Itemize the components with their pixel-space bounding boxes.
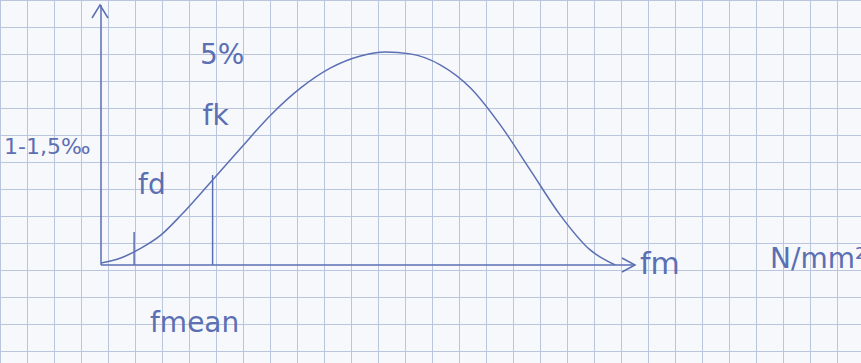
html-text:1-1,5‰: 1-1,5‰ — [4, 134, 91, 159]
html-text:5%: 5% — [200, 38, 245, 71]
svg-text:fd: fd — [138, 168, 166, 201]
html-text:fmean: fmean — [150, 306, 240, 339]
html-text:fm: fm — [640, 246, 680, 281]
svg-text:fk: fk — [203, 99, 230, 132]
